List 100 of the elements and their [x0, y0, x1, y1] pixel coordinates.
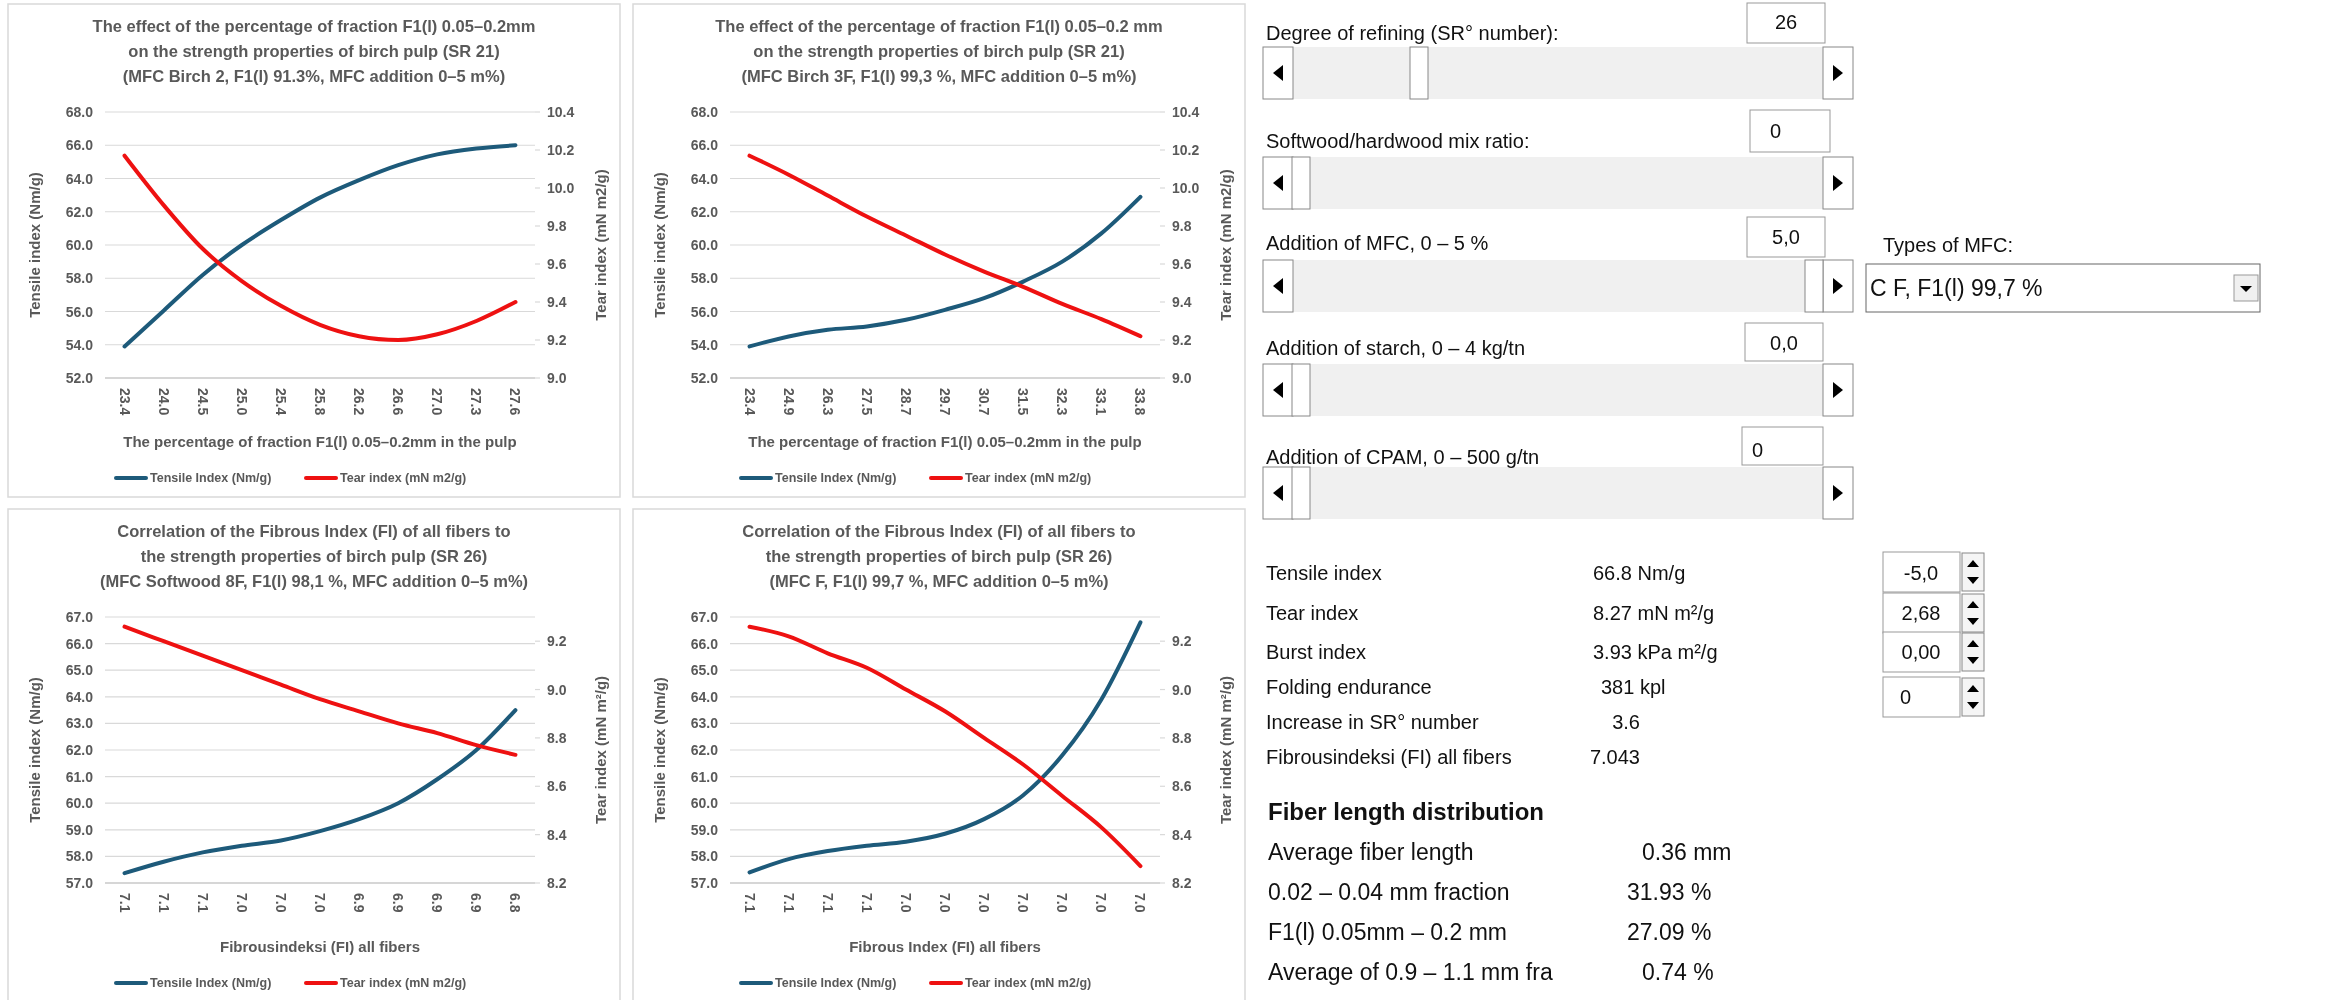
y-tick-label: 63.0 [65, 715, 94, 732]
text: 3.93 kPa m²/g [1593, 641, 1718, 663]
y-tick-label: 62.0 [65, 203, 94, 220]
legend-label: Tear index (mN m2/g) [340, 976, 467, 990]
x-tick-label: 7.1 [116, 893, 133, 913]
text: Addition of MFC, 0 – 5 % [1266, 232, 1489, 254]
y-axis-title: Tensile index (Nm/g) [650, 677, 668, 823]
y-tick-label: 57.0 [65, 875, 94, 891]
x-tick-label: 7.1 [780, 893, 797, 913]
y-tick-label: 63.0 [690, 715, 719, 732]
text: F1(l) 0.05mm – 0.2 mm [1268, 919, 1507, 945]
x-tick-label: 23.4 [116, 388, 133, 416]
y-tick-label: 64.0 [690, 170, 719, 187]
text: 0,0 [1770, 332, 1798, 354]
y-tick-label: 54.0 [690, 336, 719, 353]
y-tick-label: 64.0 [65, 688, 94, 705]
y2-tick-label: 10.4 [1172, 104, 1200, 120]
text: 7.043 [1589, 746, 1640, 768]
x-tick-label: 7.0 [233, 893, 250, 913]
x-tick-label: 7.0 [272, 893, 289, 913]
text: Tear index [1266, 602, 1359, 624]
y2-tick-label: 9.2 [1172, 633, 1192, 650]
y-tick-label: 66.0 [65, 137, 94, 154]
text: 66.8 Nm/g [1593, 562, 1686, 584]
x-tick-label: 25.4 [272, 388, 289, 416]
text: 31.93 % [1627, 879, 1712, 905]
y2-tick-label: 9.6 [547, 256, 567, 272]
x-axis-title: The percentage of fraction F1(l) 0.05–0.2mm in the pulp [123, 432, 517, 450]
text: Addition of starch, 0 – 4 kg/tn [1266, 337, 1526, 359]
y2-tick-label: 10.2 [1172, 142, 1200, 158]
y2-tick-label: 9.0 [1172, 370, 1192, 386]
x-tick-label: 26.3 [819, 388, 836, 416]
y2-tick-label: 8.2 [547, 875, 567, 891]
text: 0 [1752, 439, 1764, 461]
x-tick-label: 7.0 [1093, 893, 1110, 913]
x-tick-label: 7.0 [1132, 893, 1149, 913]
y-tick-label: 62.0 [690, 203, 719, 220]
text: 26 [1774, 11, 1798, 33]
x-tick-label: 6.9 [390, 893, 407, 913]
y-tick-label: 58.0 [690, 848, 719, 865]
y-tick-label: 59.0 [690, 821, 719, 838]
x-tick-label: 7.1 [155, 893, 172, 913]
x-tick-label: 27.5 [858, 388, 875, 416]
x-tick-label: 30.7 [976, 388, 993, 416]
x-tick-label: 26.2 [351, 388, 368, 416]
x-axis-title: The percentage of fraction F1(l) 0.05–0.2mm in the pulp [748, 432, 1142, 450]
y2-tick-label: 9.0 [1172, 681, 1192, 698]
y-tick-label: 66.0 [690, 635, 719, 652]
text: Fibrousindeksi (FI) all fibers [1266, 746, 1512, 768]
y2-tick-label: 9.4 [1172, 294, 1192, 310]
x-tick-label: 7.0 [1054, 893, 1071, 913]
x-tick-label: 7.0 [897, 893, 914, 913]
x-tick-label: 7.1 [741, 893, 758, 913]
text: Addition of CPAM, 0 – 500 g/tn [1266, 446, 1540, 468]
text: Tensile index [1266, 562, 1382, 584]
y-tick-label: 60.0 [690, 795, 719, 812]
y-tick-label: 60.0 [65, 237, 94, 253]
text: Fiber length distribution [1268, 797, 1544, 825]
x-axis-title: Fibrous Index (FI) all fibers [849, 937, 1041, 955]
y-axis-title: Tensile index (Nm/g) [25, 677, 43, 823]
y-tick-label: 66.0 [65, 635, 94, 652]
y-axis-title: Tensile index (Nm/g) [25, 172, 43, 318]
y2-axis-title: Tear index (mN m²/g) [591, 675, 609, 825]
y2-tick-label: 10.0 [1172, 180, 1200, 196]
y-tick-label: 62.0 [65, 742, 94, 758]
line-series [122, 708, 518, 876]
y2-axis-title: Tear index (mN m2/g) [591, 169, 609, 321]
x-tick-label: 24.9 [780, 388, 797, 416]
text: 0 [1770, 120, 1782, 142]
y-tick-label: 59.0 [65, 821, 94, 838]
x-tick-label: 31.5 [1015, 388, 1032, 416]
y-tick-label: 68.0 [690, 104, 719, 120]
text: Folding endurance [1266, 676, 1432, 698]
y-tick-label: 67.0 [690, 609, 719, 625]
y2-tick-label: 9.8 [1172, 218, 1192, 234]
text: 381 kpl [1601, 676, 1666, 698]
text: Average of 0.9 – 1.1 mm fra [1268, 959, 1553, 985]
y-tick-label: 64.0 [690, 688, 719, 705]
y2-tick-label: 9.2 [547, 332, 567, 348]
text: 0.02 – 0.04 mm fraction [1268, 879, 1510, 905]
x-tick-label: 24.0 [155, 388, 172, 416]
text: 0 [1900, 686, 1912, 708]
y2-tick-label: 10.2 [547, 142, 575, 158]
x-tick-label: 6.9 [429, 893, 446, 913]
legend-label: Tensile Index (Nm/g) [775, 976, 897, 990]
y2-tick-label: 8.8 [1172, 729, 1192, 746]
legend-label: Tear index (mN m2/g) [965, 471, 1092, 485]
y2-tick-label: 9.2 [1172, 332, 1192, 348]
x-tick-label: 32.3 [1054, 388, 1071, 416]
line-series [122, 624, 518, 757]
text: 5,0 [1772, 226, 1800, 248]
y-axis-title: Tensile index (Nm/g) [650, 172, 668, 318]
y2-tick-label: 8.8 [547, 729, 567, 746]
y2-tick-label: 9.6 [1172, 256, 1192, 272]
x-tick-label: 24.5 [194, 388, 211, 416]
y-tick-label: 58.0 [65, 848, 94, 865]
y-tick-label: 54.0 [65, 336, 94, 353]
text: 0.74 % [1642, 959, 1714, 985]
x-tick-label: 27.6 [507, 388, 524, 416]
legend-label: Tear index (mN m2/g) [965, 976, 1092, 990]
